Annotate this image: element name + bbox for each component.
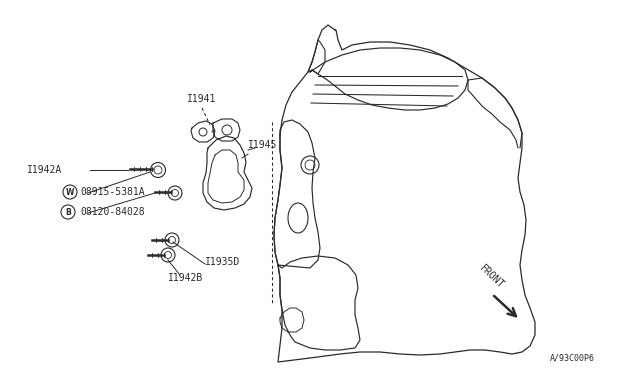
Text: B: B	[65, 208, 71, 217]
Text: I1935D: I1935D	[205, 257, 240, 267]
Text: I1942A: I1942A	[27, 165, 62, 175]
Text: A/93C00P6: A/93C00P6	[550, 353, 595, 362]
Text: W: W	[66, 187, 74, 196]
Text: FRONT: FRONT	[478, 263, 506, 290]
Text: I1945: I1945	[248, 140, 277, 150]
Text: I1942B: I1942B	[168, 273, 204, 283]
Text: 08120-84028: 08120-84028	[80, 207, 145, 217]
Text: 08915-5381A: 08915-5381A	[80, 187, 145, 197]
Text: I1941: I1941	[188, 94, 217, 104]
